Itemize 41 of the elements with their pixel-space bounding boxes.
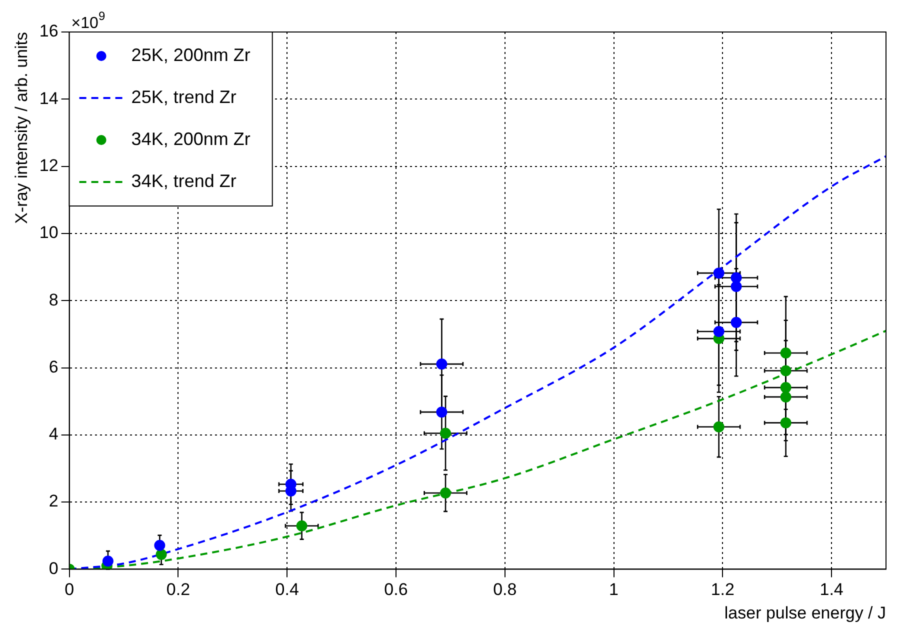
legend-label: 25K, 200nm Zr (131, 44, 250, 65)
y-axis-title: X-ray intensity / arb. units (12, 32, 31, 224)
point (713, 268, 724, 279)
y-tick-label: 12 (39, 156, 58, 175)
point (436, 358, 448, 370)
point (780, 347, 792, 358)
point (780, 391, 792, 402)
x-tick-label: 1 (609, 580, 619, 600)
x-axis-title: laser pulse energy / J (724, 603, 886, 622)
point (440, 428, 452, 439)
x-tick-label: 0.8 (493, 580, 517, 600)
x-tick-label: 0 (64, 580, 74, 600)
point (156, 548, 167, 560)
legend-label: 34K, trend Zr (131, 170, 236, 191)
y-tick-label: 0 (48, 558, 58, 578)
x-tick-label: 0.2 (166, 580, 190, 600)
y-tick-label: 6 (48, 357, 58, 376)
x-tick-label: 0.6 (384, 580, 408, 600)
y-tick-label: 2 (48, 492, 58, 511)
point (436, 406, 448, 418)
point (730, 281, 742, 292)
legend-label: 25K, trend Zr (131, 86, 236, 107)
y-tick-label: 14 (39, 88, 58, 108)
point (713, 421, 724, 432)
x-tick-label: 1.2 (710, 580, 734, 600)
point (296, 520, 308, 532)
point (730, 316, 742, 328)
point (154, 540, 166, 551)
point (713, 326, 724, 337)
y-tick-label: 16 (39, 22, 58, 41)
point (780, 365, 792, 376)
y-tick-label: 4 (48, 424, 58, 444)
x-tick-label: 1.4 (820, 580, 844, 600)
point (102, 556, 114, 567)
y-tick-label: 8 (48, 290, 58, 310)
legend-label: 34K, 200nm Zr (131, 128, 250, 149)
y-tick-label: 10 (39, 223, 58, 242)
point (440, 487, 452, 498)
x-tick-label: 0.4 (275, 580, 299, 600)
point (780, 382, 792, 394)
point (780, 417, 792, 428)
